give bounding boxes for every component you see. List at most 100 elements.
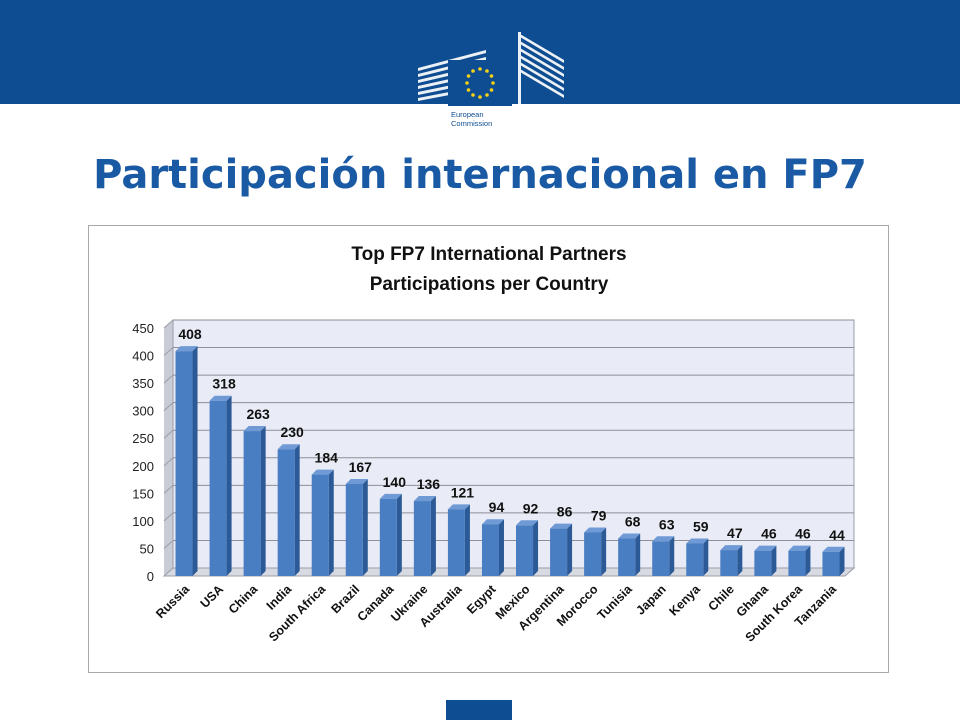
bar-side <box>498 519 504 576</box>
chart-frame: Top FP7 International Partners Participa… <box>88 225 889 673</box>
bar-top <box>822 546 845 552</box>
data-label: 68 <box>625 514 641 530</box>
x-tick-label: China <box>226 581 261 616</box>
y-tick-label: 450 <box>132 321 154 336</box>
bar-top <box>550 523 573 529</box>
bar <box>209 400 227 576</box>
bar <box>243 431 261 576</box>
slide-title: Participación internacional en FP7 <box>93 152 867 198</box>
y-tick-label: 350 <box>132 376 154 391</box>
data-label: 63 <box>659 516 675 532</box>
data-label: 94 <box>489 499 505 515</box>
bar-side <box>635 533 641 576</box>
bar-top <box>447 504 470 510</box>
bar-top <box>754 545 777 551</box>
bar-side <box>294 444 300 576</box>
bar-top <box>345 478 368 484</box>
plot-area: 0 50 100 150 200 250 300 350 400 450 408 Russia 318 U… <box>132 319 856 645</box>
data-label: 92 <box>523 500 539 516</box>
bar <box>652 541 670 576</box>
data-label: 121 <box>451 484 475 500</box>
bar-top <box>481 519 504 525</box>
bar-side <box>533 520 539 576</box>
bar <box>754 550 772 576</box>
bar <box>822 551 840 576</box>
bar-top <box>584 527 607 533</box>
bar-top <box>686 538 709 544</box>
plot-side-wall <box>164 320 173 576</box>
chart-title: Top FP7 International Partners <box>351 244 626 265</box>
data-label: 79 <box>591 507 607 523</box>
bar <box>345 483 363 576</box>
y-tick-label: 300 <box>132 404 154 419</box>
x-tick-label: Tunisia <box>595 581 636 622</box>
gridline-side <box>163 512 174 522</box>
bar-top <box>652 536 675 542</box>
bar-side <box>430 496 436 576</box>
gridline-side <box>163 540 174 549</box>
bar-side <box>703 538 709 576</box>
y-tick-label: 0 <box>147 569 154 584</box>
bar-side <box>669 536 675 576</box>
data-label: 59 <box>693 518 709 534</box>
bar-top <box>516 520 539 526</box>
bar-top <box>618 533 641 539</box>
footer-tab <box>446 700 512 720</box>
data-label: 136 <box>417 476 441 492</box>
bar-side <box>328 469 334 576</box>
data-label: 230 <box>280 424 304 440</box>
bar <box>788 550 806 576</box>
bar-top <box>788 545 811 551</box>
data-label: 140 <box>383 474 407 490</box>
data-label: 86 <box>557 504 573 520</box>
bar-side <box>601 527 607 576</box>
bar <box>379 498 397 576</box>
chart-subtitle: Participations per Country <box>370 274 609 295</box>
bar <box>413 501 431 576</box>
bar-side <box>464 504 470 576</box>
bar-top <box>413 496 436 502</box>
data-label: 167 <box>349 459 373 475</box>
bar <box>516 525 534 576</box>
gridline-side <box>163 374 174 384</box>
bar-side <box>396 493 402 576</box>
logo-text-european: European <box>451 110 484 119</box>
gridline-side <box>163 484 174 494</box>
bar-top <box>243 426 266 432</box>
y-tick-label: 150 <box>132 486 154 501</box>
bar <box>686 543 704 576</box>
bar-side <box>226 395 232 576</box>
x-tick-label: Kenya <box>666 581 703 618</box>
bar-side <box>839 546 845 576</box>
x-tick-label: India <box>264 581 295 612</box>
data-label: 46 <box>795 526 811 542</box>
bar <box>618 538 636 576</box>
bar <box>311 474 329 576</box>
data-label: 184 <box>315 450 339 466</box>
bar <box>550 528 568 576</box>
x-tick-label: Chile <box>705 582 737 614</box>
data-label: 408 <box>178 326 202 342</box>
data-label: 47 <box>727 525 743 541</box>
bar-chart: Top FP7 International Partners Participa… <box>132 244 856 645</box>
bar-top <box>311 469 334 475</box>
bar-side <box>805 545 811 576</box>
bar-top <box>277 444 300 450</box>
gridline-side <box>163 402 174 412</box>
y-tick-label: 200 <box>132 459 154 474</box>
bar-top <box>720 545 743 551</box>
logo-text-commission: Commission <box>451 119 492 128</box>
bar-side <box>260 426 266 576</box>
gridline-side <box>163 319 174 329</box>
plot-floor <box>162 567 856 577</box>
x-tick-label: USA <box>198 582 227 611</box>
data-label: 46 <box>761 526 777 542</box>
x-tick-label: Japan <box>633 582 668 617</box>
bar-side <box>362 478 368 576</box>
bar <box>720 550 738 576</box>
plot-back-wall <box>172 319 855 569</box>
bar-side <box>771 545 777 576</box>
bar <box>175 351 193 576</box>
data-label: 263 <box>246 406 270 422</box>
bar <box>584 532 602 576</box>
